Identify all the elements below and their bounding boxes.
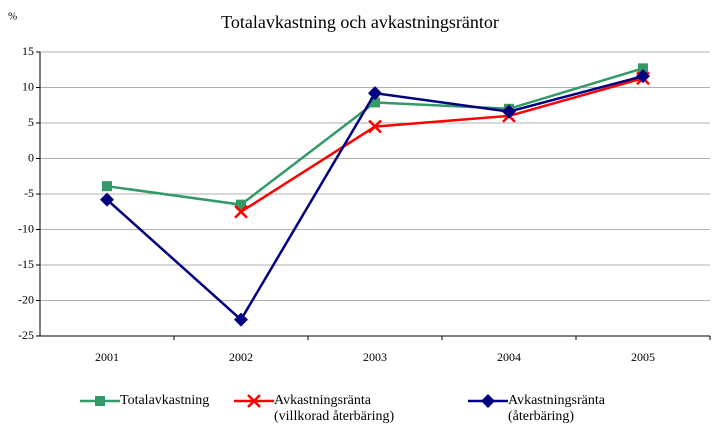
x-tick-label: 2002 bbox=[229, 350, 253, 364]
x-tick-label: 2004 bbox=[497, 350, 521, 364]
legend-label: Totalavkastning bbox=[120, 393, 210, 408]
y-tick-label: 5 bbox=[28, 115, 34, 129]
x-tick-label: 2005 bbox=[631, 350, 655, 364]
marker bbox=[234, 204, 248, 219]
marker bbox=[636, 69, 650, 84]
marker bbox=[234, 312, 248, 327]
marker bbox=[638, 63, 648, 74]
marker bbox=[481, 394, 495, 408]
y-axis-label: % bbox=[8, 11, 17, 23]
y-tick-label: 0 bbox=[28, 150, 34, 164]
y-tick-label: -10 bbox=[18, 221, 34, 235]
y-tick-label: -15 bbox=[18, 257, 34, 271]
marker bbox=[368, 119, 382, 134]
legend-swatch bbox=[468, 394, 508, 408]
x-tick-label: 2001 bbox=[95, 350, 119, 364]
marker bbox=[502, 104, 516, 119]
marker bbox=[247, 394, 261, 408]
legend-swatch bbox=[234, 394, 274, 408]
marker bbox=[95, 396, 105, 406]
marker bbox=[370, 97, 380, 108]
x-tick-label: 2003 bbox=[363, 350, 387, 364]
series-line bbox=[240, 77, 644, 213]
marker bbox=[102, 181, 112, 192]
legend-swatch bbox=[80, 396, 120, 406]
legend: Totalavkastning Avkastningsränta (villkor… bbox=[80, 393, 700, 425]
marker bbox=[368, 86, 382, 101]
legend-item: Totalavkastning bbox=[80, 393, 230, 425]
legend-item: Avkastningsränta (villkorad återbäring) bbox=[234, 393, 464, 425]
legend-item: Avkastningsränta (återbäring) bbox=[468, 393, 688, 425]
y-tick-label: 15 bbox=[22, 44, 34, 58]
legend-label: Avkastningsränta (villkorad återbäring) bbox=[274, 393, 395, 424]
y-tick-label: -20 bbox=[18, 292, 34, 306]
chart-title: Totalavkastning och avkastningsräntor bbox=[221, 12, 499, 32]
legend-label: Avkastningsränta (återbäring) bbox=[508, 393, 605, 424]
marker bbox=[236, 199, 246, 210]
y-tick-label: -25 bbox=[18, 328, 34, 342]
y-tick-label: -5 bbox=[24, 186, 34, 200]
marker bbox=[100, 192, 114, 207]
y-tick-label: 10 bbox=[22, 79, 34, 93]
